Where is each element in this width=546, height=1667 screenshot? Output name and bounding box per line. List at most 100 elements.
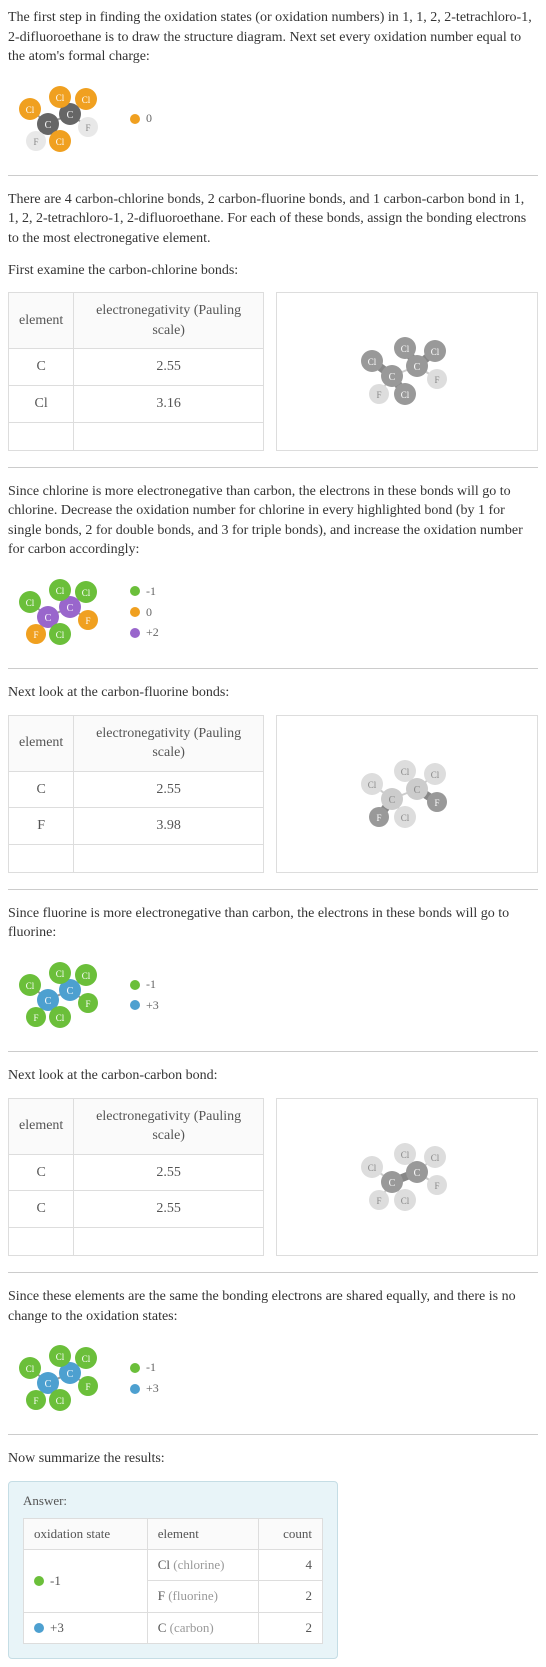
th-element: element [9, 715, 74, 771]
cell-en: 2.55 [74, 1191, 264, 1228]
svg-text:Cl: Cl [401, 390, 410, 400]
svg-text:Cl: Cl [56, 630, 65, 640]
svg-text:Cl: Cl [56, 1013, 65, 1023]
legend-item-plus3: +3 [130, 997, 159, 1014]
legend-label: -1 [146, 976, 156, 993]
svg-text:Cl: Cl [401, 344, 410, 354]
legend-dot-orange [130, 607, 140, 617]
legend-dot-orange [130, 114, 140, 124]
svg-text:F: F [85, 1382, 90, 1392]
cc-result-text: Since these elements are the same the bo… [8, 1287, 538, 1326]
legend-label: -1 [146, 583, 156, 600]
molecule-svg-ccl: C C Cl Cl Cl Cl F F [347, 326, 467, 416]
ox-dot-green [34, 1576, 44, 1586]
ox-dot-blue [34, 1623, 44, 1633]
ox-value: +3 [50, 1619, 64, 1637]
svg-text:F: F [33, 137, 38, 147]
svg-text:C: C [45, 996, 52, 1007]
cf-table-row: elementelectronegativity (Pauling scale)… [8, 715, 538, 873]
svg-text:C: C [389, 372, 396, 383]
svg-text:Cl: Cl [431, 1153, 440, 1163]
svg-text:F: F [376, 1196, 381, 1206]
svg-text:Cl: Cl [56, 1352, 65, 1362]
legend-dot-green [130, 1363, 140, 1373]
cell-en: 2.55 [74, 349, 264, 386]
svg-text:C: C [45, 613, 52, 624]
svg-text:F: F [434, 798, 439, 808]
th-ox: oxidation state [24, 1519, 148, 1550]
molecule-after-cf: C C Cl Cl Cl Cl F F -1 +3 [8, 955, 538, 1035]
legend-item-neg1: -1 [130, 1359, 159, 1376]
en-table-cf: elementelectronegativity (Pauling scale)… [8, 715, 264, 873]
legend-item-neg1: -1 [130, 583, 159, 600]
legend-label: +2 [146, 624, 159, 641]
svg-text:Cl: Cl [26, 981, 35, 991]
th-el: element [147, 1519, 259, 1550]
legend-final: -1 +3 [130, 1359, 159, 1397]
cell-empty [9, 1228, 74, 1256]
svg-text:C: C [414, 362, 421, 373]
diagram-cf: C C Cl Cl Cl Cl F F [276, 715, 538, 873]
legend-after-cf: -1 +3 [130, 976, 159, 1014]
cell-en: 2.55 [74, 771, 264, 808]
cell-en: 3.98 [74, 808, 264, 845]
molecule-svg-after-ccl: C C Cl Cl Cl Cl F F [8, 572, 118, 652]
svg-text:C: C [67, 1369, 74, 1380]
result-table: oxidation state element count -1 Cl (chl… [23, 1518, 323, 1644]
svg-text:C: C [67, 603, 74, 614]
svg-text:Cl: Cl [401, 1150, 410, 1160]
divider [8, 1051, 538, 1052]
svg-text:C: C [414, 785, 421, 796]
svg-text:Cl: Cl [431, 770, 440, 780]
cell-empty [74, 844, 264, 872]
svg-text:F: F [434, 1181, 439, 1191]
legend-label: +3 [146, 1380, 159, 1397]
cell-count: 4 [259, 1550, 323, 1581]
cell-el: Cl (chlorine) [147, 1550, 259, 1581]
cell-el: F (fluorine) [147, 1581, 259, 1612]
cell-el: C [9, 1154, 74, 1191]
legend-initial: 0 [130, 110, 152, 127]
ox-value: -1 [50, 1572, 61, 1590]
svg-text:C: C [67, 986, 74, 997]
svg-text:Cl: Cl [26, 598, 35, 608]
legend-dot-purple [130, 628, 140, 638]
th-en: electronegativity (Pauling scale) [74, 715, 264, 771]
th-count: count [259, 1519, 323, 1550]
svg-text:C: C [67, 110, 74, 121]
cell-ox-neg1: -1 [24, 1550, 148, 1612]
molecule-initial: C C Cl Cl Cl Cl F F 0 [8, 79, 538, 159]
cell-empty [9, 844, 74, 872]
molecule-final: C C Cl Cl Cl Cl F F -1 +3 [8, 1338, 538, 1418]
svg-text:Cl: Cl [368, 357, 377, 367]
molecule-svg-cc: C C Cl Cl Cl Cl F F [347, 1132, 467, 1222]
svg-text:F: F [33, 1396, 38, 1406]
molecule-svg-after-cf: C C Cl Cl Cl Cl F F [8, 955, 118, 1035]
molecule-svg-cf: C C Cl Cl Cl Cl F F [347, 749, 467, 839]
molecule-after-ccl: C C Cl Cl Cl Cl F F -1 0 +2 [8, 572, 538, 652]
svg-text:Cl: Cl [82, 588, 91, 598]
svg-text:F: F [85, 123, 90, 133]
ccl-result-text: Since chlorine is more electronegative t… [8, 482, 538, 560]
legend-dot-blue [130, 1384, 140, 1394]
th-en: electronegativity (Pauling scale) [74, 1098, 264, 1154]
legend-dot-green [130, 586, 140, 596]
svg-text:F: F [85, 999, 90, 1009]
svg-text:C: C [414, 1168, 421, 1179]
legend-item-plus3: +3 [130, 1380, 159, 1397]
svg-text:F: F [33, 1013, 38, 1023]
legend-item-plus2: +2 [130, 624, 159, 641]
cell-el: C [9, 1191, 74, 1228]
svg-text:Cl: Cl [401, 767, 410, 777]
legend-item-zero: 0 [130, 110, 152, 127]
legend-dot-blue [130, 1000, 140, 1010]
svg-text:C: C [389, 795, 396, 806]
svg-text:C: C [45, 120, 52, 131]
cell-el: C [9, 349, 74, 386]
cell-en: 3.16 [74, 385, 264, 422]
svg-text:C: C [45, 1379, 52, 1390]
cell-el: F [9, 808, 74, 845]
cc-intro: Next look at the carbon-carbon bond: [8, 1066, 538, 1086]
legend-label: +3 [146, 997, 159, 1014]
legend-label: -1 [146, 1359, 156, 1376]
